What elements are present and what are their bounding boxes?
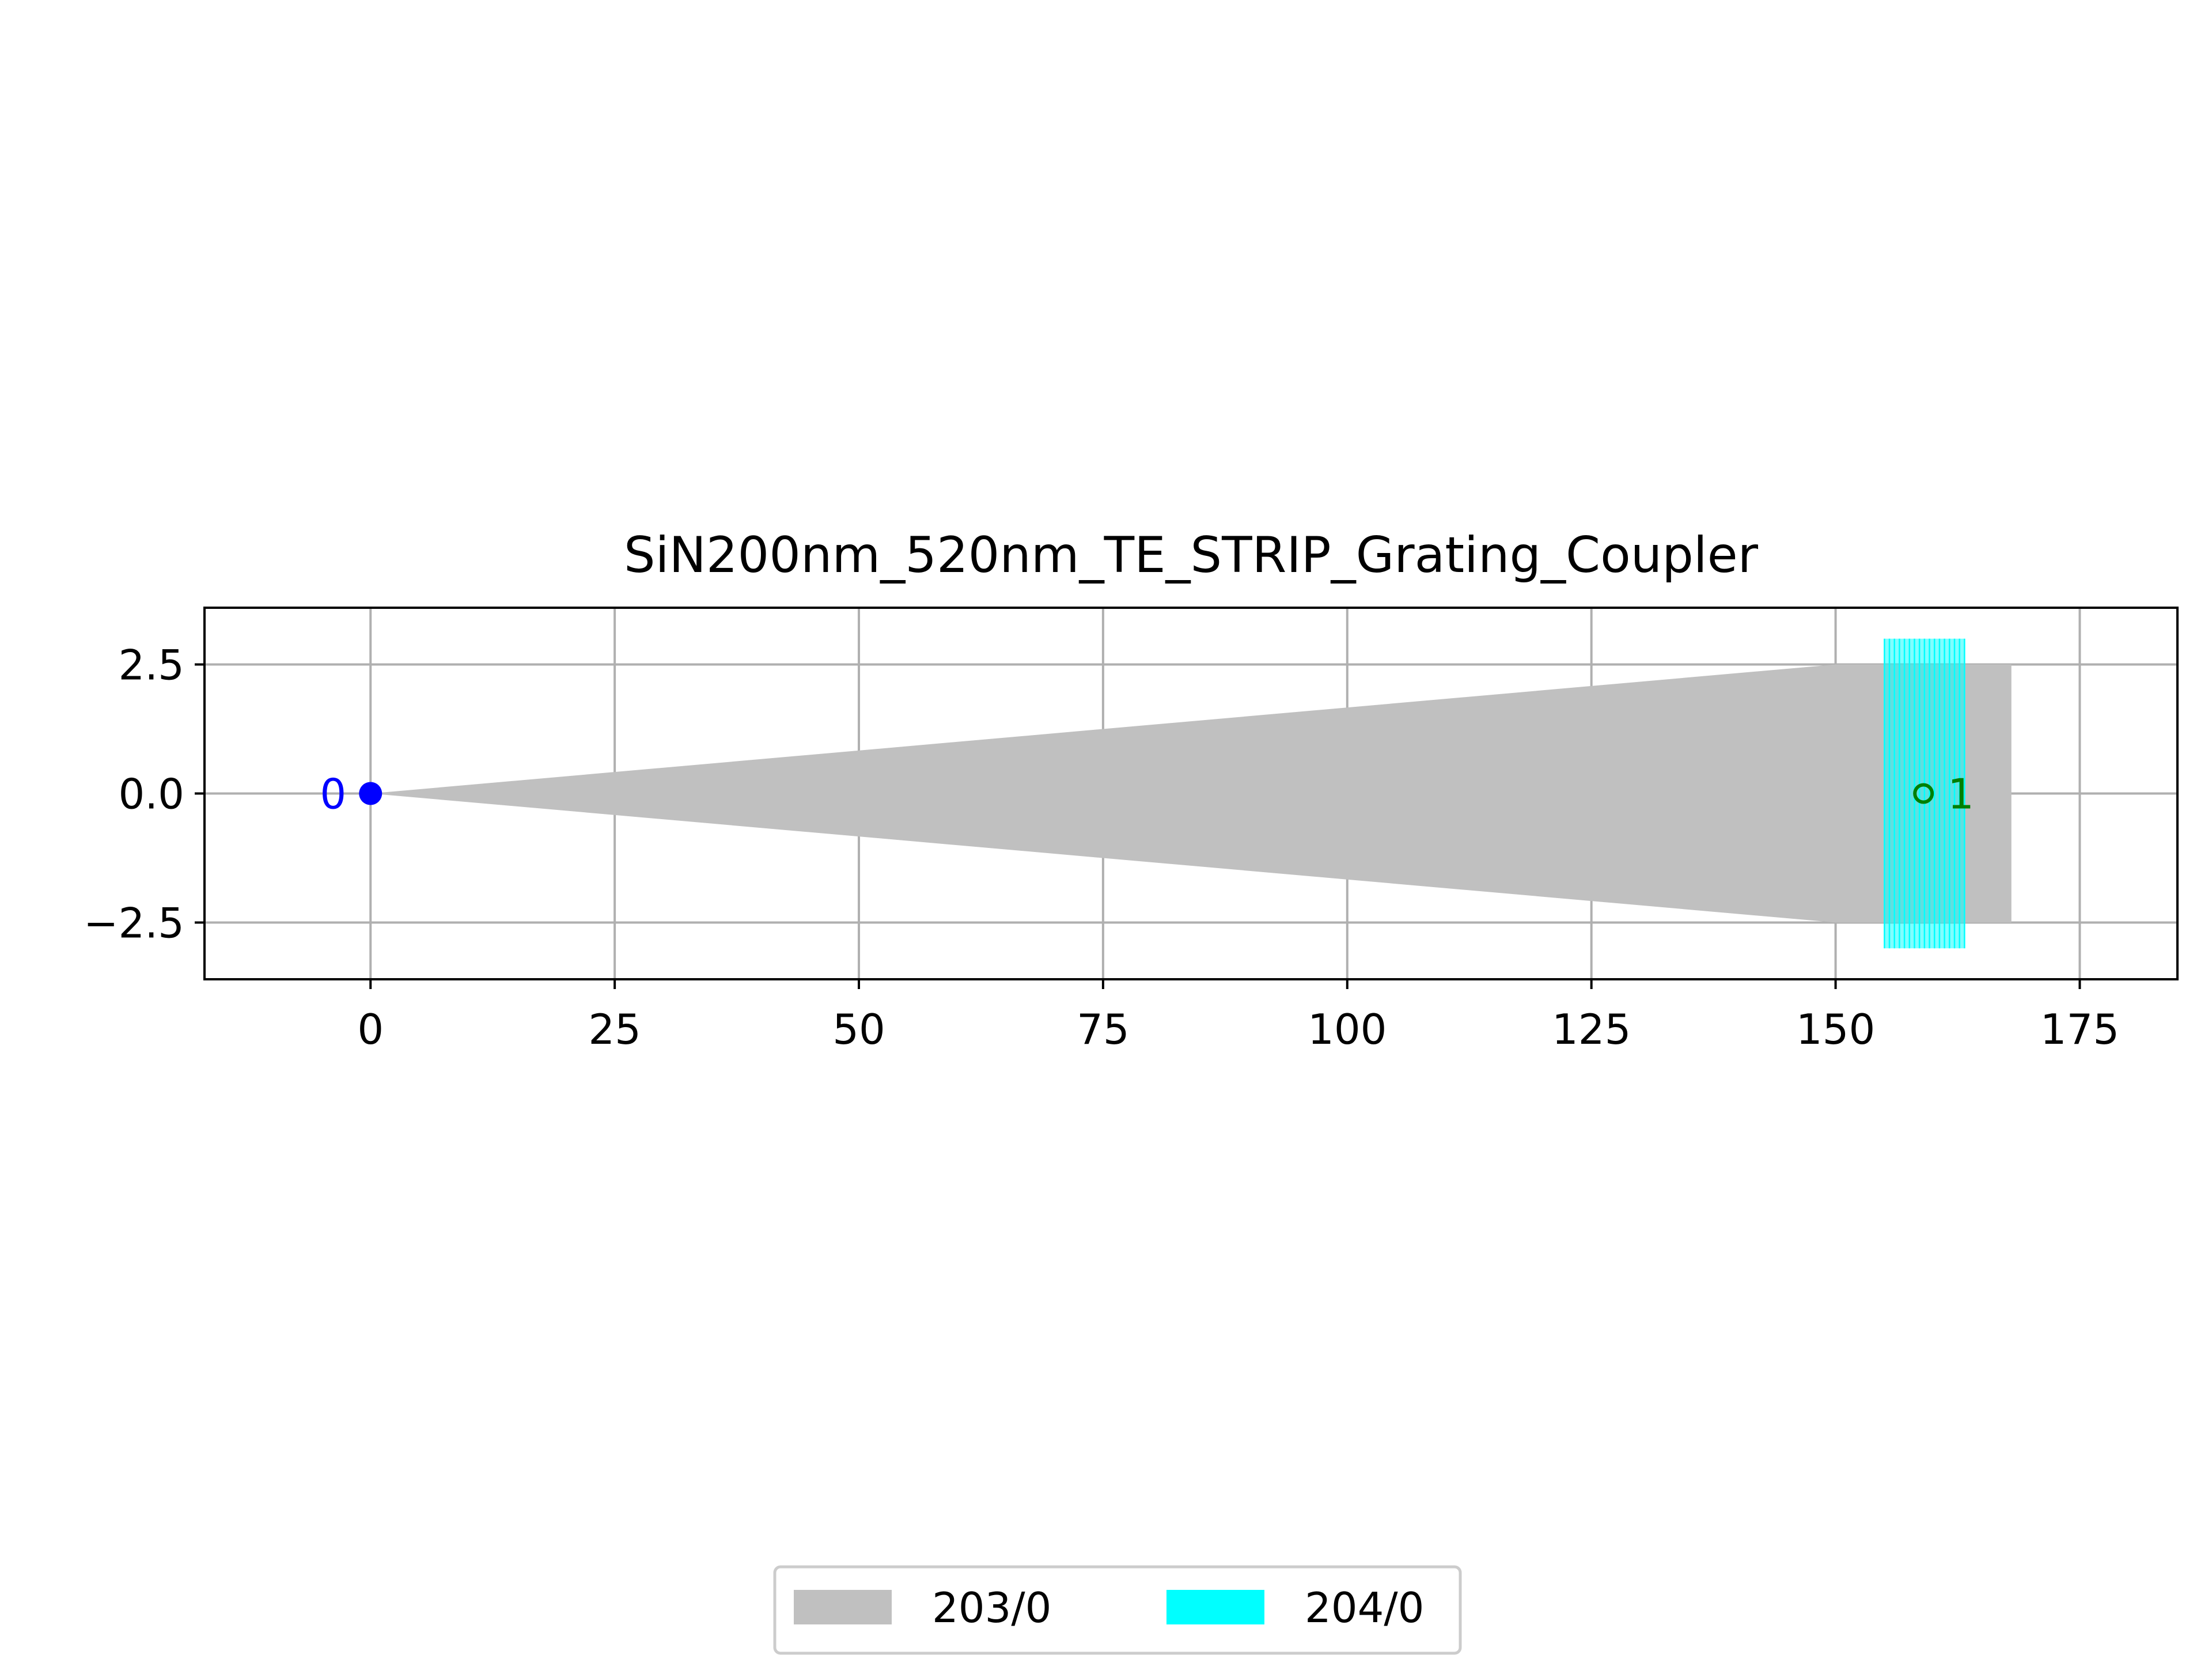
taper-polygon-203-0 xyxy=(370,664,2012,923)
port-marker xyxy=(1913,783,1934,804)
x-tick-label: 100 xyxy=(1308,1005,1387,1054)
x-tick-label: 25 xyxy=(588,1005,641,1054)
x-tick-label: 50 xyxy=(832,1005,885,1054)
x-tick-label: 125 xyxy=(1552,1005,1631,1054)
legend-label: 204/0 xyxy=(1305,1584,1425,1632)
legend-swatch xyxy=(794,1590,892,1624)
x-tick-label: 75 xyxy=(1077,1005,1130,1054)
x-tick-label: 175 xyxy=(2040,1005,2119,1054)
y-tick-label: −2.5 xyxy=(84,899,184,947)
chart-title: SiN200nm_520nm_TE_STRIP_Grating_Coupler xyxy=(624,527,1759,584)
tick-layer: 0 25 50 75 100 125 150 175 2.5 0.0 −2.5 xyxy=(84,641,2119,1054)
legend-swatch xyxy=(1166,1590,1264,1624)
y-tick-label: 0.0 xyxy=(118,770,184,819)
legend-label: 203/0 xyxy=(932,1584,1052,1632)
x-tick-label: 150 xyxy=(1796,1005,1875,1054)
legend: 203/0 204/0 xyxy=(773,1565,1462,1655)
x-tick-label: 0 xyxy=(357,1005,384,1054)
y-tick-label: 2.5 xyxy=(118,641,184,690)
port-label: 0 xyxy=(320,770,346,819)
port-label: 1 xyxy=(1948,770,1974,819)
data-layer xyxy=(370,638,2012,949)
port-marker xyxy=(359,782,382,805)
legend-box xyxy=(773,1565,1462,1655)
